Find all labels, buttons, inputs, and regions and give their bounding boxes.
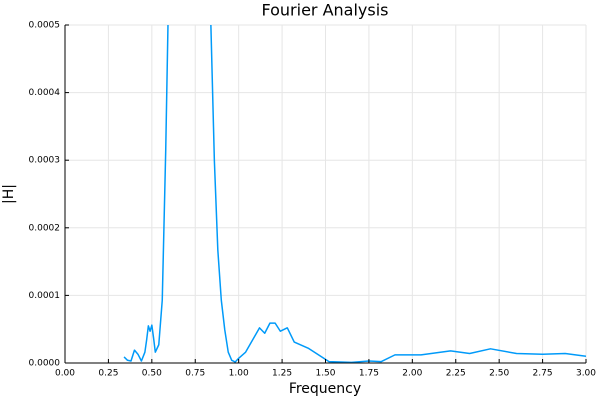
y-tick-label: 0.0004: [29, 88, 61, 98]
x-tick-label: 1.00: [229, 369, 249, 379]
x-tick-label: 0.00: [55, 369, 75, 379]
x-tick-label: 1.50: [315, 369, 335, 379]
x-tick-label: 0.75: [185, 369, 205, 379]
y-tick-label: 0.0002: [29, 223, 61, 233]
y-axis-label: |H|: [1, 184, 17, 204]
y-tick-label: 0.0000: [29, 359, 61, 369]
x-tick-label: 2.50: [489, 369, 509, 379]
x-tick-label: 1.75: [359, 369, 379, 379]
grid: [64, 24, 587, 364]
y-tick-label: 0.0001: [29, 291, 61, 301]
x-axis-label: Frequency: [289, 381, 361, 397]
x-tick-label: 2.00: [402, 369, 422, 379]
line-series: [123, 25, 586, 363]
x-tick-label: 0.25: [98, 369, 118, 379]
x-tick-label: 0.50: [142, 369, 162, 379]
x-tick-label: 1.25: [272, 369, 292, 379]
x-tick-label: 3.00: [576, 369, 596, 379]
x-tick-label: 2.75: [533, 369, 553, 379]
x-tick-label: 2.25: [446, 369, 466, 379]
y-tick-label: 0.0003: [29, 156, 61, 166]
chart-title: Fourier Analysis: [261, 1, 388, 20]
y-tick-label: 0.0005: [29, 21, 61, 31]
plot-area: [123, 25, 586, 363]
